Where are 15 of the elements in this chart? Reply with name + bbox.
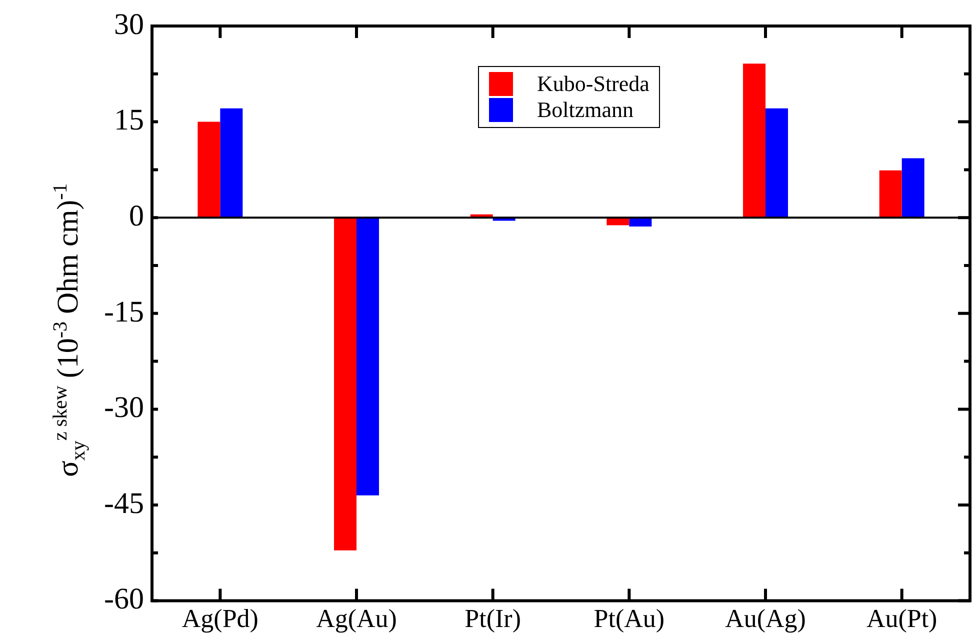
x-tick-label: Au(Ag): [725, 604, 806, 634]
legend-label: Kubo-Streda: [537, 71, 650, 97]
legend-label: Boltzmann: [537, 97, 634, 123]
y-tick-label: -60: [104, 582, 144, 616]
y-tick-label: -30: [104, 391, 144, 424]
y-tick-label: 30: [114, 8, 144, 41]
x-tick-label: Ag(Au): [316, 604, 397, 634]
x-tick-label: Pt(Au): [594, 604, 665, 634]
x-tick-label: Ag(Pd): [182, 604, 258, 634]
y-tick-label: -15: [104, 295, 144, 328]
x-tick-label: Pt(Ir): [464, 604, 521, 634]
y-tick-label: 0: [129, 199, 144, 232]
x-tick-label: Au(Pt): [866, 604, 938, 634]
y-tick-label: -45: [104, 486, 144, 520]
y-tick-label: 15: [114, 104, 144, 137]
